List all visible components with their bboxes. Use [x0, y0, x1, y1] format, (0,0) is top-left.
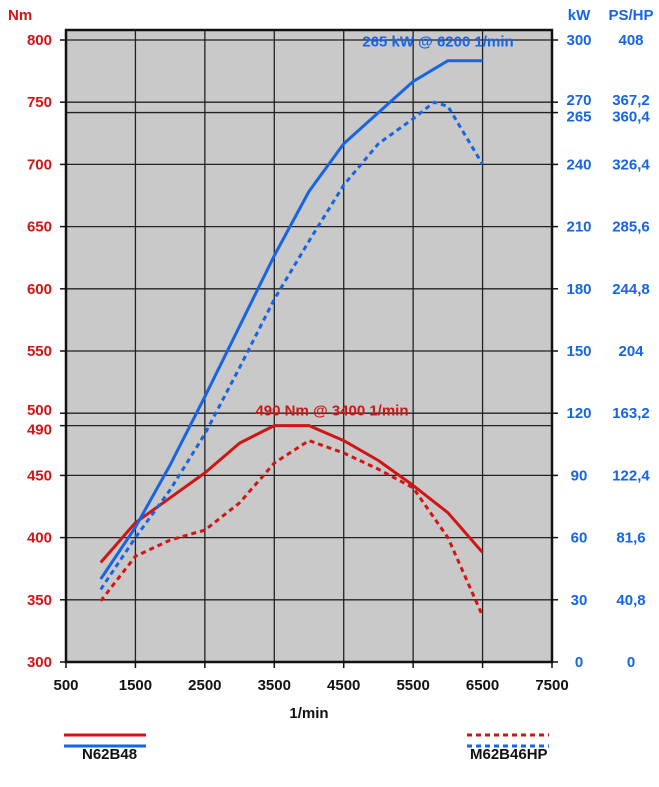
axes: 300350400450490500550600650700750800Nm03… — [8, 7, 654, 722]
series-group — [99, 59, 484, 617]
ps-tick-label-7: 285,6 — [612, 219, 650, 236]
ps-tick-label-1: 40,8 — [616, 592, 645, 609]
legend-label-m62b46hp: M62B46HP — [470, 746, 548, 763]
kw-tick-label-270: 270 — [566, 92, 591, 109]
x-tick-label-3500: 3500 — [258, 677, 291, 694]
left-tick-label-600: 600 — [27, 281, 52, 298]
legend-label-n62b48: N62B48 — [82, 746, 138, 763]
annotations: 265 kW @ 6200 1/min 490 Nm @ 3400 1/min — [255, 34, 513, 420]
left-tick-label-550: 550 — [27, 343, 52, 360]
x-tick-label-6500: 6500 — [466, 677, 499, 694]
left-tick-label-300: 300 — [27, 654, 52, 671]
ps-tick-label-5: 204 — [618, 343, 644, 360]
ps-tick-label-9: 360,4 — [612, 109, 650, 126]
plot-frame — [64, 28, 554, 664]
kw-tick-label-150: 150 — [566, 343, 591, 360]
left-tick-label-750: 750 — [27, 94, 52, 111]
ps-axis-header: PS/HP — [608, 7, 653, 24]
kw-tick-label-210: 210 — [566, 219, 591, 236]
legend — [64, 733, 549, 748]
kw-tick-label-60: 60 — [571, 530, 588, 547]
series-line-m62b46hp-power — [99, 100, 484, 591]
power-peak-annotation: 265 kW @ 6200 1/min — [362, 34, 513, 51]
kw-tick-label-0: 0 — [575, 654, 583, 671]
kw-tick-label-120: 120 — [566, 405, 591, 422]
plot-frame-bg — [66, 30, 552, 662]
left-tick-label-800: 800 — [27, 32, 52, 49]
x-tick-label-500: 500 — [53, 677, 78, 694]
left-axis-header: Nm — [8, 7, 32, 24]
ps-tick-label-11: 408 — [618, 32, 643, 49]
left-tick-label-490: 490 — [27, 422, 52, 439]
left-tick-label-350: 350 — [27, 592, 52, 609]
left-tick-label-500: 500 — [27, 402, 52, 419]
kw-tick-label-240: 240 — [566, 156, 591, 173]
series-line-n62b48-power — [99, 59, 483, 580]
kw-tick-label-300: 300 — [566, 32, 591, 49]
x-axis-label: 1/min — [289, 705, 328, 722]
grid — [66, 30, 552, 662]
series-line-n62b48-torque — [99, 424, 484, 564]
kw-tick-label-30: 30 — [571, 592, 588, 609]
kw-tick-label-265: 265 — [566, 109, 591, 126]
kw-tick-label-90: 90 — [571, 467, 588, 484]
ps-tick-label-8: 326,4 — [612, 156, 650, 173]
torque-peak-annotation: 490 Nm @ 3400 1/min — [255, 403, 408, 420]
ps-tick-label-0: 0 — [627, 654, 635, 671]
ps-tick-label-4: 163,2 — [612, 405, 650, 422]
ps-tick-label-2: 81,6 — [616, 530, 645, 547]
ps-tick-label-10: 367,2 — [612, 92, 650, 109]
x-tick-label-4500: 4500 — [327, 677, 360, 694]
x-tick-label-2500: 2500 — [188, 677, 221, 694]
x-tick-label-5500: 5500 — [396, 677, 429, 694]
left-tick-label-700: 700 — [27, 156, 52, 173]
kw-axis-header: kW — [568, 7, 591, 24]
kw-tick-label-180: 180 — [566, 281, 591, 298]
x-tick-label-7500: 7500 — [535, 677, 568, 694]
ps-tick-label-6: 244,8 — [612, 281, 650, 298]
x-tick-label-1500: 1500 — [119, 677, 152, 694]
left-tick-label-400: 400 — [27, 530, 52, 547]
ps-tick-label-3: 122,4 — [612, 467, 650, 484]
left-tick-label-650: 650 — [27, 219, 52, 236]
left-tick-label-450: 450 — [27, 467, 52, 484]
